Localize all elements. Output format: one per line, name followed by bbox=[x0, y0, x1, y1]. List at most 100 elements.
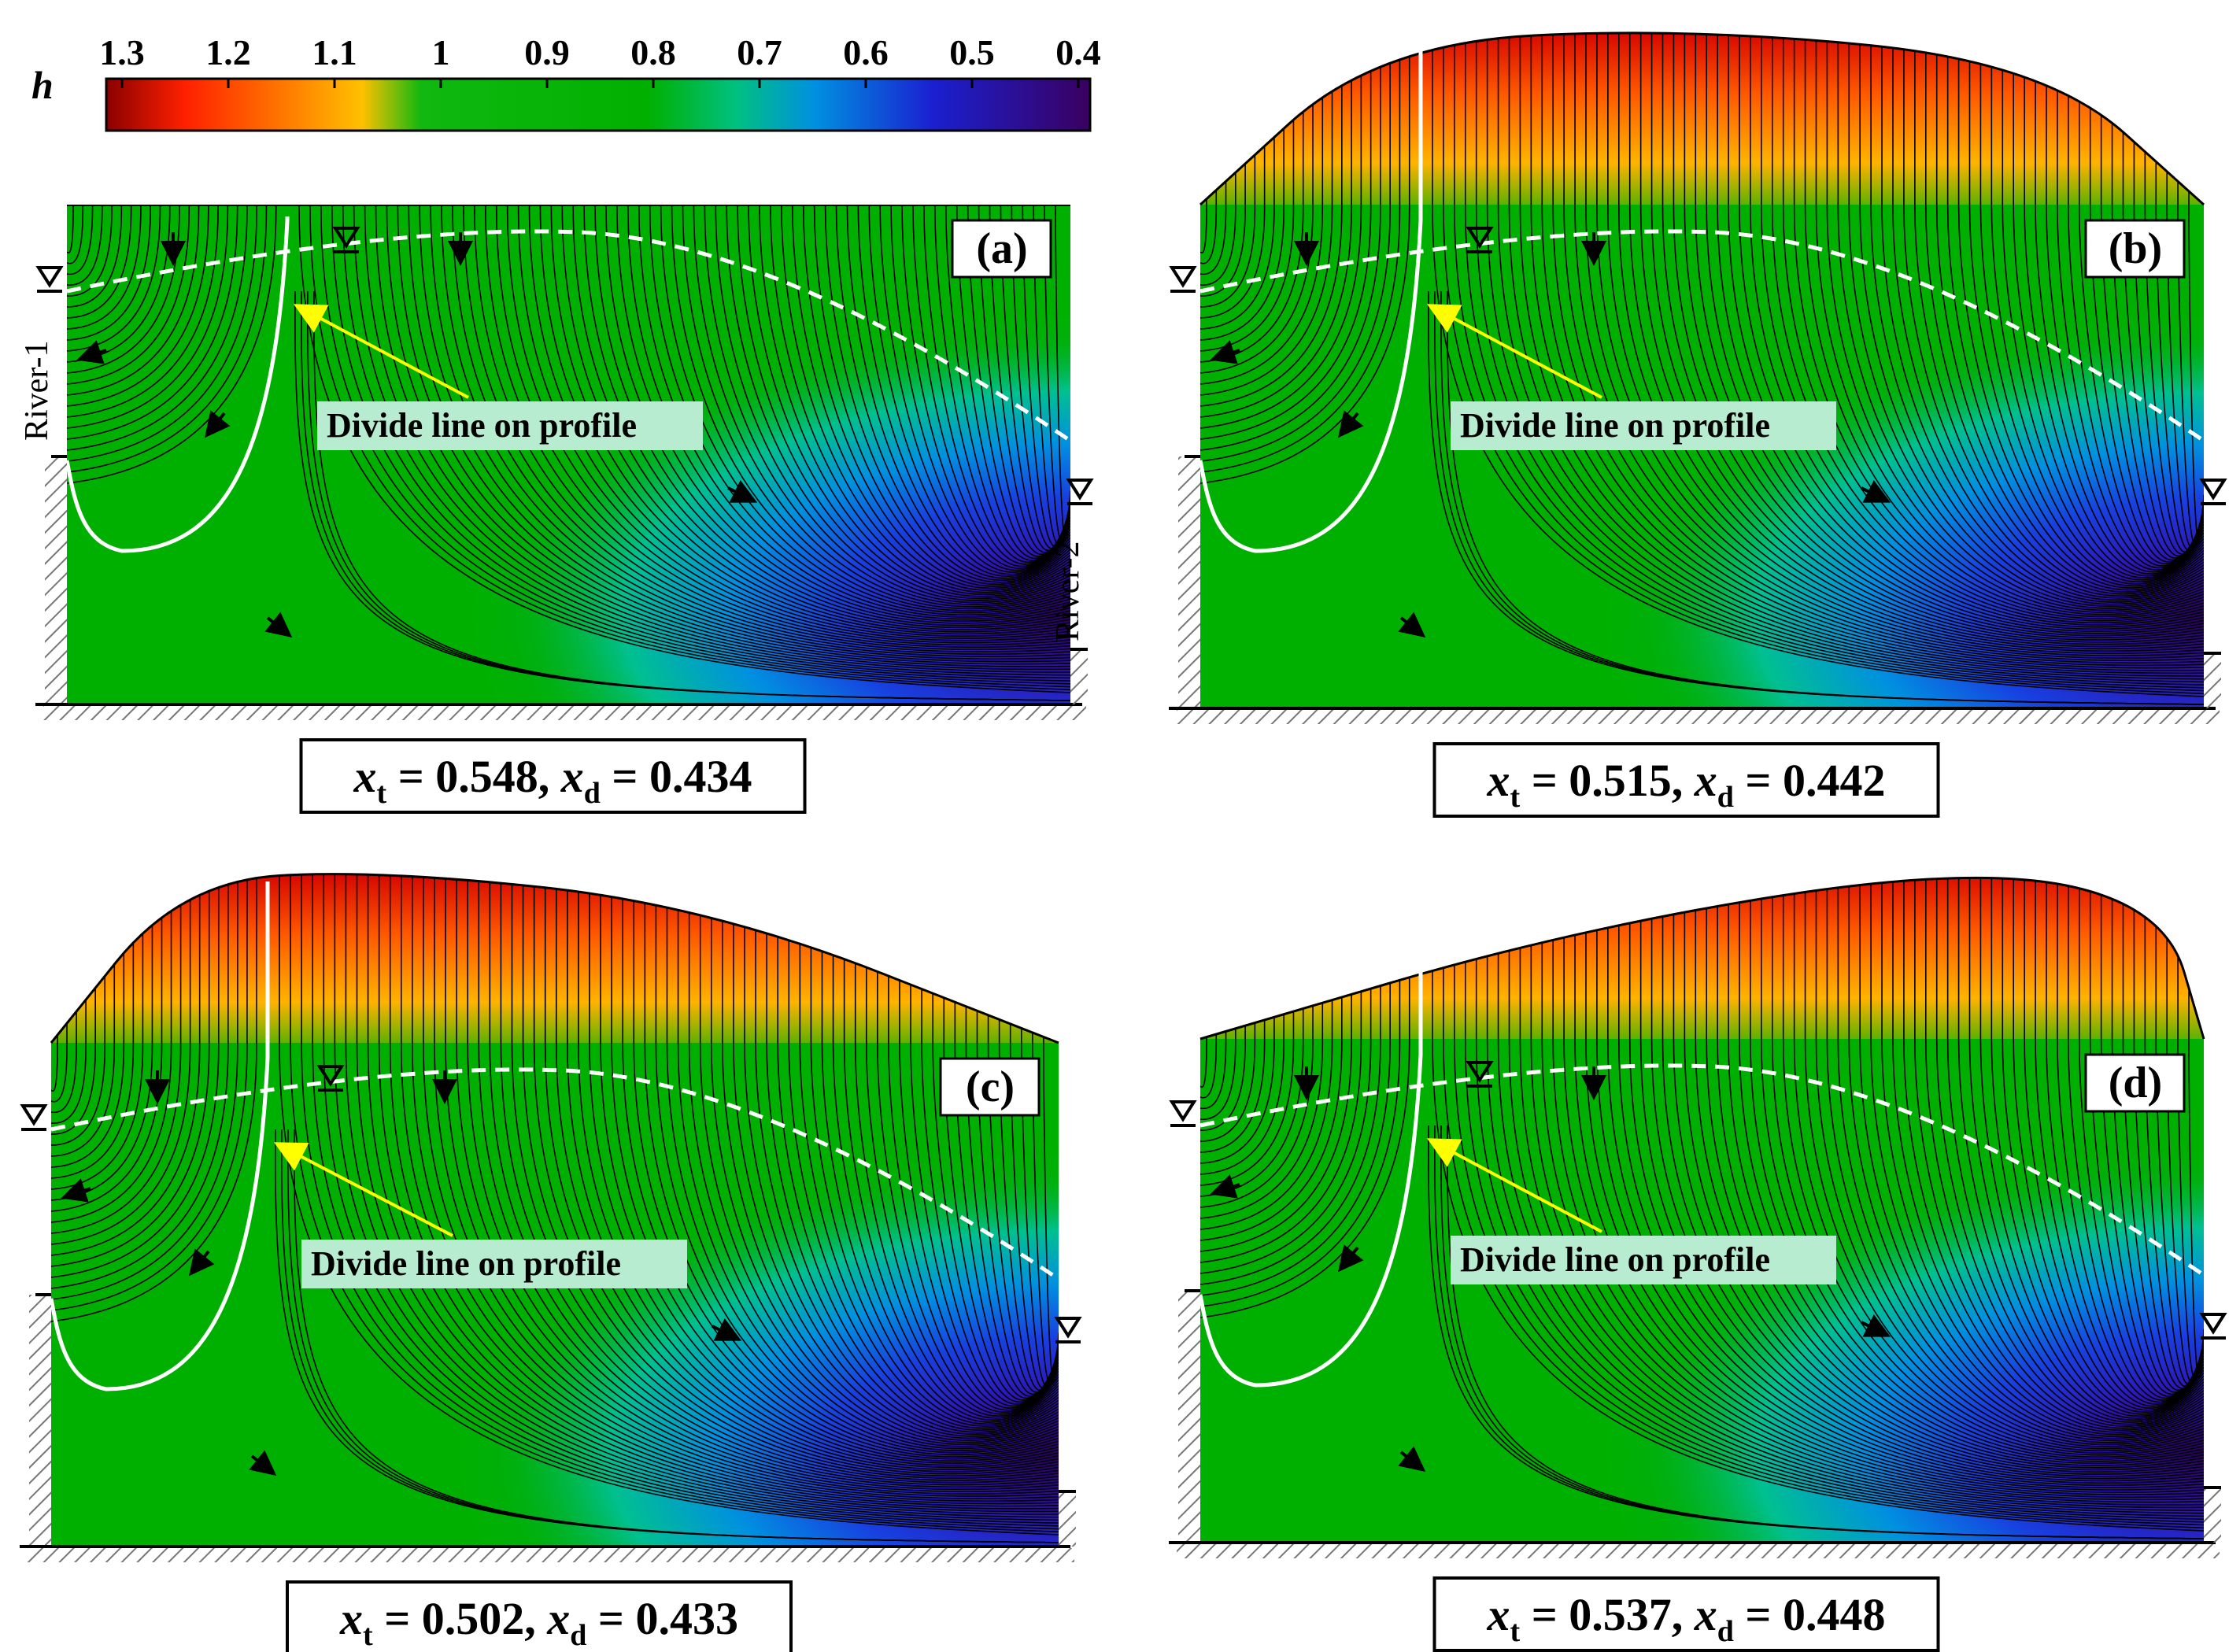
colorbar-tick-label: 0.7 bbox=[737, 32, 782, 72]
colorbar-tick-label: 1.1 bbox=[312, 32, 357, 72]
panel-label: (c) bbox=[939, 1057, 1041, 1117]
flow-arrow-icon bbox=[1338, 1244, 1364, 1273]
bottom-hatch bbox=[1177, 1544, 2220, 1558]
divide-line bbox=[1198, 39, 1423, 553]
panel-caption: xt = 0.502, xd = 0.433 bbox=[286, 1580, 793, 1652]
head-field bbox=[1200, 878, 2204, 1543]
colorbar-tick-label: 0.8 bbox=[630, 32, 676, 72]
panel-label-text: (b) bbox=[2109, 224, 2162, 273]
low-head-zone bbox=[51, 1043, 1059, 1547]
flow-arrow-icon bbox=[61, 1178, 91, 1203]
divide-pointer-arrow bbox=[273, 1142, 453, 1237]
caption-text: xt = 0.515, xd = 0.442 bbox=[1487, 755, 1886, 814]
high-head-zone bbox=[1200, 32, 2204, 220]
colorbar-gradient bbox=[105, 77, 1092, 132]
divide-line bbox=[1198, 878, 1423, 1388]
colorbar-tick-label: 0.9 bbox=[524, 32, 570, 72]
flow-arrow-icon bbox=[712, 1318, 742, 1341]
river-1-water-level-icon bbox=[1169, 266, 1197, 293]
flow-arrow-icon bbox=[264, 612, 293, 638]
colorbar-tick-label: 0.6 bbox=[843, 32, 889, 72]
flow-arrows bbox=[61, 1070, 742, 1476]
river-2-water-level-icon bbox=[1054, 1317, 1082, 1343]
right-impermeable-wall bbox=[1070, 649, 1088, 704]
high-head-zone bbox=[51, 874, 1059, 1059]
right-impermeable-wall bbox=[2204, 653, 2221, 708]
flow-arrow-icon bbox=[1861, 479, 1891, 503]
water-table-line bbox=[50, 1067, 1060, 1281]
divide-annotation: Divide line on profile bbox=[1426, 304, 1836, 450]
divide-pointer-arrow bbox=[293, 304, 469, 399]
river-1-water-level-icon bbox=[35, 266, 64, 293]
divide-label-text: Divide line on profile bbox=[1460, 406, 1770, 445]
divide-line bbox=[49, 881, 270, 1391]
top-boundary bbox=[67, 205, 1070, 206]
head-field bbox=[1200, 32, 2204, 708]
panel-label-text: (d) bbox=[2109, 1059, 2162, 1107]
dome-outline bbox=[1199, 876, 2205, 1040]
river-1-water-level-icon bbox=[20, 1104, 48, 1131]
flow-arrow-icon bbox=[1210, 1174, 1240, 1199]
streamlines bbox=[51, 874, 1059, 1543]
dome-outline bbox=[1199, 31, 2205, 206]
panel-caption: xt = 0.548, xd = 0.434 bbox=[299, 738, 807, 814]
caption-text: xt = 0.537, xd = 0.448 bbox=[1487, 1589, 1886, 1648]
colorbar-tick-label: 1 bbox=[432, 32, 450, 72]
panel-caption: xt = 0.537, xd = 0.448 bbox=[1432, 1576, 1940, 1652]
water-table-level-icon bbox=[316, 1065, 345, 1092]
bottom-hatch bbox=[28, 1548, 1074, 1562]
panel-label-text: (c) bbox=[966, 1063, 1015, 1111]
flow-arrow-icon bbox=[1210, 340, 1240, 364]
right-impermeable-wall bbox=[1059, 1491, 1076, 1547]
divide-annotation: Divide line on profile bbox=[293, 304, 703, 450]
divide-label-box bbox=[1451, 1236, 1836, 1284]
bottom-hatch bbox=[43, 706, 1086, 720]
flow-arrow-icon bbox=[1861, 1314, 1891, 1337]
panel-label-text: (a) bbox=[976, 224, 1027, 273]
left-impermeable-wall bbox=[45, 456, 67, 704]
flow-arrow-icon bbox=[76, 340, 107, 364]
high-head-zone bbox=[1200, 878, 2204, 1055]
river-2-water-level-icon bbox=[2199, 1313, 2227, 1340]
divide-annotation: Divide line on profile bbox=[1426, 1138, 1836, 1284]
panel-d: (d) Divide line on profile xt = 0.537, xd … bbox=[1169, 876, 2227, 1652]
water-table-line bbox=[66, 229, 1072, 443]
river-2-water-level-icon bbox=[2199, 479, 2227, 505]
river-2-water-level-icon bbox=[1066, 479, 1094, 505]
left-impermeable-wall bbox=[1178, 1291, 1200, 1543]
water-table-level-icon bbox=[1466, 227, 1494, 253]
flow-arrows bbox=[1210, 1066, 1891, 1472]
colorbar-tick-label: 1.3 bbox=[99, 32, 145, 72]
flow-arrows bbox=[1210, 232, 1891, 638]
caption-text: xt = 0.548, xd = 0.434 bbox=[353, 751, 752, 810]
river-2-label: River-2 bbox=[1050, 541, 1086, 641]
panel-b: (b) Divide line on profile xt = 0.515, xd … bbox=[1169, 31, 2227, 818]
flow-arrow-icon bbox=[1338, 410, 1364, 438]
left-impermeable-wall bbox=[29, 1295, 51, 1547]
divide-label-box bbox=[1451, 401, 1836, 450]
colorbar-tick-label: 1.2 bbox=[205, 32, 251, 72]
panel-label: (b) bbox=[2084, 219, 2186, 279]
water-table-line bbox=[1199, 229, 2205, 443]
water-table-level-icon bbox=[332, 227, 360, 253]
divide-label-text: Divide line on profile bbox=[311, 1244, 621, 1283]
flow-arrow-icon bbox=[1398, 612, 1426, 638]
panel-label: (d) bbox=[2084, 1053, 2186, 1113]
divide-line bbox=[65, 216, 290, 553]
head-field bbox=[67, 205, 1070, 704]
right-impermeable-wall bbox=[2204, 1488, 2221, 1543]
caption-text: xt = 0.502, xd = 0.433 bbox=[339, 1593, 738, 1652]
water-table-line bbox=[1199, 1063, 2205, 1277]
left-impermeable-wall bbox=[1178, 456, 1200, 708]
colorbar: h 1.3 1.2 1.1 1 0.9 0.8 0.7 0.6 0.5 0.4 bbox=[31, 32, 1101, 132]
flow-arrow-icon bbox=[249, 1450, 277, 1476]
panel-a: (a) Divide line on profile River-1 River-2 x… bbox=[19, 205, 1094, 814]
flow-arrow-icon bbox=[189, 1248, 215, 1277]
water-table-level-icon bbox=[1466, 1061, 1494, 1088]
divide-label-text: Divide line on profile bbox=[1460, 1240, 1770, 1279]
panel-caption: xt = 0.515, xd = 0.442 bbox=[1432, 742, 1940, 818]
divide-pointer-arrow bbox=[1426, 1138, 1602, 1233]
panel-label: (a) bbox=[951, 219, 1052, 279]
divide-pointer-arrow bbox=[1426, 304, 1602, 399]
